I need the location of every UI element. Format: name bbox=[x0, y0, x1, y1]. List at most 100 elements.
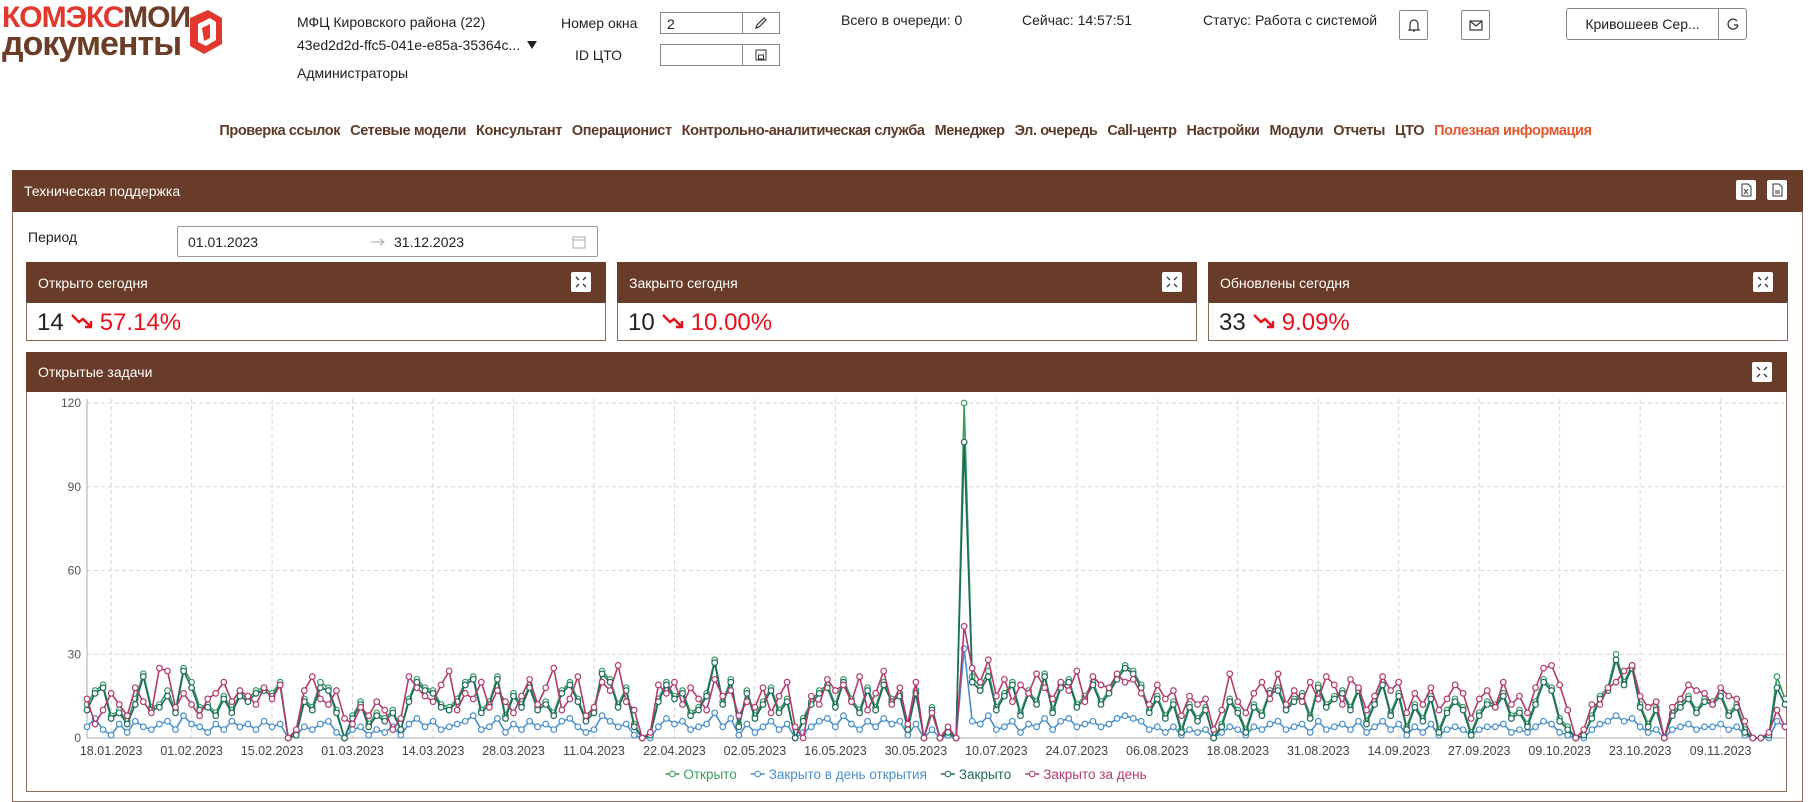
data-point bbox=[1355, 684, 1362, 692]
logo[interactable]: КОМЭКСМОИ документы bbox=[2, 1, 191, 62]
user-button[interactable]: Кривошеев Сер... bbox=[1566, 8, 1719, 40]
data-point bbox=[598, 678, 606, 686]
notifications-button[interactable] bbox=[1399, 10, 1428, 40]
menu-item[interactable]: Проверка ссылок bbox=[219, 123, 341, 139]
edit-button[interactable] bbox=[742, 12, 780, 34]
data-point bbox=[212, 720, 220, 728]
logo-text: КОМЭКС bbox=[2, 1, 124, 34]
expand-button[interactable] bbox=[571, 272, 591, 292]
data-point bbox=[518, 703, 525, 711]
data-point bbox=[518, 692, 525, 700]
menu-item[interactable]: Полезная информация bbox=[1434, 123, 1592, 139]
data-point bbox=[1161, 695, 1169, 703]
data-point bbox=[1628, 715, 1636, 722]
legend-label[interactable]: Закрыто в день открытия bbox=[769, 767, 927, 782]
expand-button[interactable] bbox=[1162, 272, 1182, 292]
data-point bbox=[815, 701, 823, 708]
menu-item[interactable]: Настройки bbox=[1186, 123, 1260, 139]
data-point bbox=[349, 720, 356, 728]
data-point bbox=[1612, 678, 1620, 686]
data-point bbox=[485, 703, 493, 711]
data-point bbox=[984, 712, 992, 720]
data-point bbox=[654, 723, 662, 731]
card-change: 9.09% bbox=[1281, 309, 1350, 336]
chart: 0 30 60 90 120 18.01.2023 01.02.2023 15.02.2023… bbox=[61, 396, 1787, 782]
data-point bbox=[976, 720, 984, 728]
menu-item[interactable]: Менеджер bbox=[934, 123, 1005, 139]
dropdown-arrow[interactable] bbox=[526, 40, 538, 50]
data-point bbox=[276, 720, 284, 728]
menu-item[interactable]: Консультант bbox=[476, 123, 562, 139]
data-point bbox=[300, 687, 308, 694]
period-picker[interactable]: 01.01.2023 31.12.2023 bbox=[177, 226, 598, 257]
menu-item[interactable]: ЦТО bbox=[1394, 123, 1425, 139]
data-point bbox=[534, 706, 542, 714]
x-tick-label: 16.05.2023 bbox=[804, 744, 867, 758]
expand-button[interactable] bbox=[1752, 362, 1772, 382]
menu-item[interactable]: Модули bbox=[1269, 123, 1324, 139]
window-input[interactable]: 2 bbox=[660, 12, 743, 34]
logout-button[interactable] bbox=[1718, 8, 1747, 40]
data-point bbox=[1371, 692, 1378, 700]
data-point bbox=[1379, 673, 1387, 680]
card-title: Закрыто сегодня bbox=[629, 274, 738, 291]
logo-text: МОИ bbox=[123, 1, 191, 34]
data-point bbox=[1073, 667, 1081, 675]
data-point bbox=[960, 622, 968, 630]
data-point bbox=[1507, 701, 1515, 708]
data-point bbox=[180, 689, 187, 697]
data-point bbox=[99, 706, 107, 714]
legend-label[interactable]: Открыто bbox=[683, 767, 736, 782]
cto-input[interactable] bbox=[660, 44, 743, 66]
legend-label[interactable]: Закрыто за день bbox=[1043, 767, 1146, 782]
data-point bbox=[461, 717, 469, 725]
data-point bbox=[1178, 712, 1185, 720]
data-point bbox=[622, 720, 630, 728]
expand-button[interactable] bbox=[1753, 272, 1773, 292]
data-point bbox=[630, 723, 638, 731]
data-point bbox=[1652, 698, 1660, 706]
data-point bbox=[308, 706, 316, 714]
legend-label[interactable]: Закрыто bbox=[959, 767, 1011, 782]
data-point bbox=[984, 673, 992, 680]
save-button[interactable] bbox=[742, 44, 780, 66]
card-body: 33 9.09% bbox=[1208, 302, 1788, 341]
data-point bbox=[99, 726, 107, 734]
data-point bbox=[1290, 687, 1298, 694]
data-point bbox=[1387, 687, 1395, 694]
data-point bbox=[156, 720, 163, 728]
data-point bbox=[1580, 726, 1588, 734]
menu-item[interactable]: Отчеты bbox=[1333, 123, 1385, 139]
data-point bbox=[1025, 720, 1032, 728]
data-point bbox=[920, 734, 928, 742]
data-point bbox=[1073, 703, 1081, 711]
menu-item[interactable]: Сетевые модели bbox=[350, 123, 467, 139]
data-point bbox=[832, 687, 839, 694]
data-point bbox=[984, 656, 992, 664]
data-point bbox=[341, 715, 348, 722]
data-point bbox=[1499, 692, 1507, 700]
data-point bbox=[1709, 723, 1716, 731]
org-id[interactable]: 43ed2d2d-ffc5-041e-e85a-35364c... bbox=[297, 37, 521, 53]
messages-button[interactable] bbox=[1461, 10, 1490, 40]
menu-item[interactable]: Call-центр bbox=[1107, 123, 1177, 139]
data-point bbox=[1322, 726, 1330, 734]
data-point bbox=[1234, 726, 1242, 734]
menu-item[interactable]: Операционист bbox=[571, 123, 672, 139]
menu-item[interactable]: Эл. очередь bbox=[1014, 123, 1098, 139]
export-pdf[interactable] bbox=[1767, 180, 1787, 200]
data-point bbox=[413, 684, 421, 692]
menu-item[interactable]: Контрольно-аналитическая служба bbox=[681, 123, 925, 139]
data-point bbox=[872, 689, 880, 697]
data-point bbox=[960, 438, 968, 446]
data-point bbox=[598, 712, 606, 720]
data-point bbox=[807, 692, 815, 700]
data-point bbox=[1596, 701, 1604, 708]
main-menu: Проверка ссылок Сетевые модели Консультант… bbox=[0, 123, 1811, 139]
data-point bbox=[518, 726, 525, 734]
export-excel[interactable] bbox=[1736, 180, 1756, 200]
x-tick-label: 02.05.2023 bbox=[724, 744, 787, 758]
data-point bbox=[1017, 729, 1024, 736]
data-point bbox=[1532, 684, 1539, 692]
data-point bbox=[1153, 681, 1161, 689]
